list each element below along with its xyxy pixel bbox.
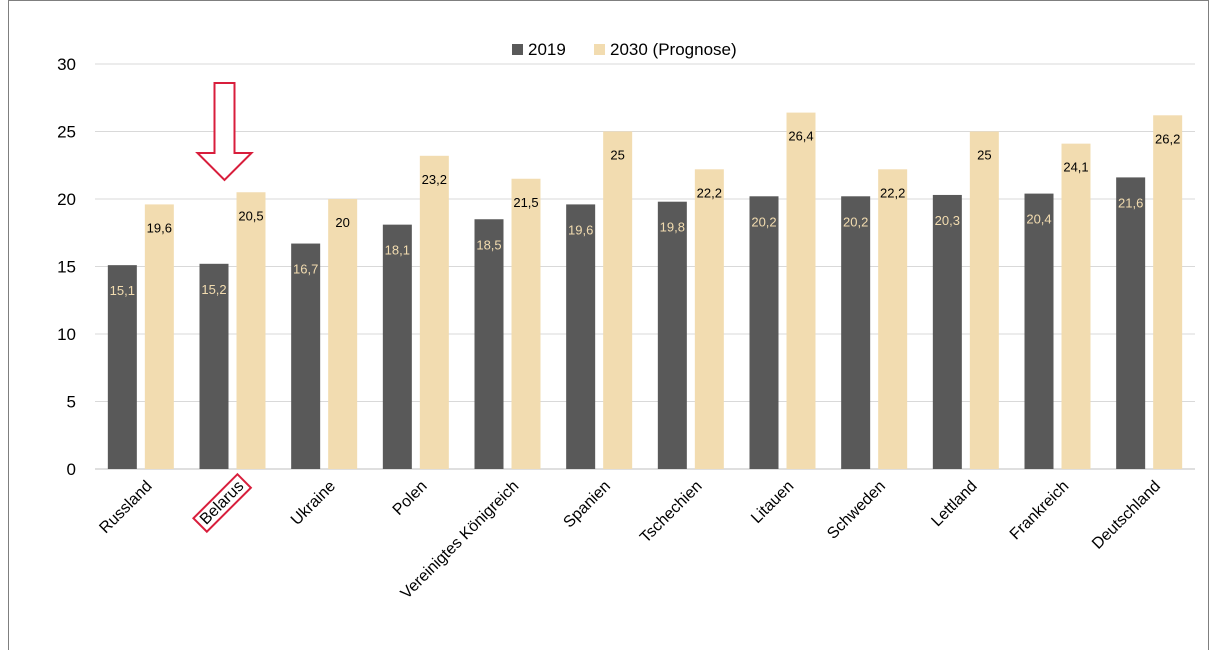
bar-2030: [878, 169, 908, 470]
bar-2030: [144, 204, 174, 469]
bar-2019: [841, 196, 871, 470]
data-label: 22,2: [880, 185, 905, 200]
bar-2019: [291, 243, 321, 469]
y-tick-label: 15: [57, 258, 76, 277]
y-tick-label: 0: [67, 460, 76, 479]
data-label: 18,1: [385, 243, 410, 258]
bar-2030: [1153, 115, 1183, 470]
x-tick-label: Frankreich: [1007, 478, 1072, 543]
highlight-box: [191, 472, 253, 534]
x-tick-label: Polen: [390, 478, 431, 519]
bar-2019: [1024, 193, 1054, 469]
bar-2019: [566, 204, 596, 469]
legend-label: 2019: [528, 40, 566, 59]
legend-swatch: [512, 44, 523, 55]
bar-2030: [969, 131, 999, 469]
x-tick-label: Deutschland: [1089, 478, 1164, 553]
x-tick-label: Spanien: [560, 478, 614, 532]
data-label: 23,2: [422, 172, 447, 187]
data-label: 21,5: [513, 195, 538, 210]
bar-2030: [1061, 143, 1091, 469]
data-label: 25: [610, 148, 624, 163]
bar-2019: [1116, 177, 1146, 469]
legend-swatch: [594, 44, 605, 55]
bar-2019: [199, 263, 229, 469]
y-axis: 0 5 10 15 20 25 30: [57, 55, 76, 479]
data-label: 20: [335, 215, 349, 230]
data-label: 20,5: [238, 208, 263, 223]
data-label: 15,2: [201, 282, 226, 297]
data-label: 15,1: [110, 283, 135, 298]
legend: 2019 2030 (Prognose): [512, 40, 737, 59]
legend-label: 2030 (Prognose): [610, 40, 737, 59]
bar-2030: [328, 199, 358, 469]
data-label: 26,4: [788, 129, 813, 144]
y-tick-label: 30: [57, 55, 76, 74]
y-tick-label: 20: [57, 190, 76, 209]
bar-2019: [657, 201, 687, 469]
data-label: 19,8: [660, 220, 685, 235]
bar-2030: [786, 112, 816, 469]
data-label: 22,2: [697, 185, 722, 200]
x-tick-label: Litauen: [748, 478, 797, 527]
bar-2030: [603, 131, 633, 469]
x-tick-label: Tschechien: [637, 478, 706, 547]
bar-2019: [749, 196, 779, 470]
y-tick-label: 25: [57, 123, 76, 142]
bars: [107, 112, 1183, 470]
down-arrow-icon: [195, 82, 254, 182]
bar-2030: [511, 178, 541, 469]
data-label: 24,1: [1063, 160, 1088, 175]
bar-2019: [932, 194, 962, 469]
data-label: 16,7: [293, 262, 318, 277]
x-tick-label: Belarus: [197, 478, 247, 528]
highlight: [191, 82, 254, 534]
data-label: 20,3: [935, 213, 960, 228]
y-tick-label: 5: [67, 393, 76, 412]
bar-2019: [107, 265, 137, 469]
bar-2030: [419, 155, 449, 470]
data-label: 26,2: [1155, 131, 1180, 146]
data-label: 19,6: [147, 220, 172, 235]
data-label: 20,2: [751, 214, 776, 229]
x-tick-label: Schweden: [824, 478, 889, 543]
x-tick-label: Russland: [96, 478, 155, 537]
bar-2030: [236, 192, 266, 469]
x-tick-label: Lettland: [928, 478, 980, 530]
bar-2019: [474, 219, 504, 469]
data-label: 25: [977, 148, 991, 163]
data-label: 18,5: [476, 237, 501, 252]
y-tick-label: 10: [57, 325, 76, 344]
gridlines: [95, 63, 1195, 470]
data-label: 20,2: [843, 214, 868, 229]
data-label: 21,6: [1118, 195, 1143, 210]
data-label: 19,6: [568, 222, 593, 237]
x-tick-label: Ukraine: [288, 478, 339, 529]
data-label: 20,4: [1026, 212, 1051, 227]
data-labels: 15,1 19,6 15,2 20,5 16,7 20 18,1 23,2 18,5 21,5 19…: [110, 129, 1181, 299]
bar-2019: [382, 224, 412, 469]
bar-2030: [694, 169, 724, 470]
